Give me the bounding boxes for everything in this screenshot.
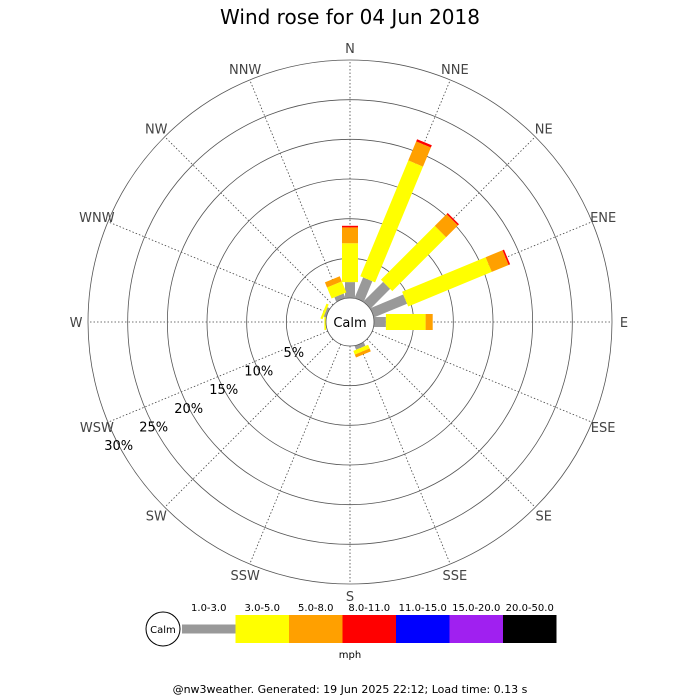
radial-tick-15: 15%: [209, 383, 238, 398]
legend-label-bin6: 15.0-20.0: [452, 603, 500, 614]
bar-ene-bin1: [370, 294, 408, 318]
calm-circle: [325, 297, 375, 347]
bar-sse-bin2: [353, 344, 370, 355]
direction-label-se: SE: [536, 510, 552, 525]
bar-sse-bin3: [354, 348, 371, 358]
bar-e-bin1: [374, 317, 386, 327]
legend-calm-label: Calm: [150, 625, 176, 636]
bar-n-bin2: [342, 243, 358, 283]
radial-tick-5: 5%: [283, 346, 304, 361]
direction-label-ese: ESE: [591, 421, 616, 436]
bar-nne-bin2: [360, 160, 423, 283]
radial-tick-20: 20%: [174, 402, 203, 417]
bar-n-bin4: [342, 225, 358, 228]
bar-ene-bin3: [485, 250, 509, 272]
direction-label-sse: SSE: [442, 569, 467, 584]
direction-label-e: E: [620, 316, 628, 331]
legend-swatch-bin5: [396, 615, 450, 643]
bar-nne-bin4: [416, 139, 432, 148]
direction-label-n: N: [345, 42, 355, 57]
direction-label-nw: NW: [145, 122, 168, 137]
legend-swatch-bin7: [503, 615, 557, 643]
radial-tick-25: 25%: [139, 420, 168, 435]
legend-swatch-bin4: [342, 615, 396, 643]
radial-tick-10: 10%: [244, 365, 273, 380]
bar-ene-bin2: [402, 257, 492, 307]
ring-30: [87, 59, 613, 585]
bar-n-bin1: [345, 282, 355, 298]
legend-label-bin7: 20.0-50.0: [506, 603, 554, 614]
direction-label-ssw: SSW: [230, 569, 260, 584]
bar-wnw-bin1: [323, 307, 330, 318]
legend-swatch-bin6: [449, 615, 503, 643]
bar-wnw-bin2: [320, 303, 329, 320]
ring-10: [246, 218, 454, 426]
ring-15: [206, 178, 494, 466]
direction-label-s: S: [346, 590, 354, 605]
legend-label-bin4: 8.0-11.0: [348, 603, 390, 614]
bar-nnw-bin3: [324, 276, 342, 288]
legend-label-bin1: 1.0-3.0: [191, 603, 226, 614]
axis-labels: Calm N NNE NE ENE E ESE SE SSE S SSW SW WSW W WNW NW NNW…: [70, 42, 629, 605]
direction-label-wnw: WNW: [79, 211, 115, 226]
bar-ne-bin3: [434, 214, 458, 238]
bar-e-bin2: [385, 314, 426, 330]
legend-swatch-bin1: [182, 624, 236, 634]
footer-credit: @nw3weather. Generated: 19 Jun 2025 22:1…: [172, 683, 528, 696]
direction-label-nne: NNE: [441, 63, 469, 78]
bar-nne-bin3: [408, 141, 431, 167]
legend-calm-circle: [145, 611, 181, 647]
legend-label-bin2: 3.0-5.0: [245, 603, 280, 614]
bar-ne-bin1: [363, 281, 391, 309]
legend-unit: mph: [339, 650, 361, 661]
bar-nne-bin1: [354, 277, 373, 302]
calm-label: Calm: [333, 316, 366, 331]
legend-swatch-bin2: [235, 615, 289, 643]
direction-label-ne: NE: [535, 122, 553, 137]
ring-25: [127, 99, 573, 545]
bar-n-bin3: [342, 227, 358, 244]
bar-ene-bin4: [502, 249, 511, 265]
bar-ne-bin2: [380, 225, 447, 292]
bar-w-bin2: [324, 314, 326, 330]
direction-label-w: W: [70, 316, 83, 331]
legend-swatch-bin3: [289, 615, 343, 643]
bar-e-bin3: [425, 314, 433, 330]
legend-label-bin3: 5.0-8.0: [298, 603, 333, 614]
direction-label-nnw: NNW: [229, 63, 261, 78]
bar-nnw-bin1: [334, 293, 346, 302]
wind-bars: [320, 139, 511, 358]
bar-ne-bin4: [446, 213, 459, 226]
direction-label-sw: SW: [146, 510, 167, 525]
direction-label-ene: ENE: [590, 211, 616, 226]
radial-tick-30: 30%: [104, 439, 133, 454]
direction-label-wsw: WSW: [80, 421, 114, 436]
chart-title: Wind rose for 04 Jun 2018: [220, 5, 480, 29]
bar-sse-bin1: [354, 342, 366, 350]
ring-20: [166, 138, 534, 506]
bar-nnw-bin2: [327, 281, 347, 299]
legend-label-bin5: 11.0-15.0: [399, 603, 447, 614]
speed-legend: Calm 1.0-3.0 3.0-5.0 5.0-8.0 8.0-11.0 11.0-15…: [145, 603, 557, 661]
